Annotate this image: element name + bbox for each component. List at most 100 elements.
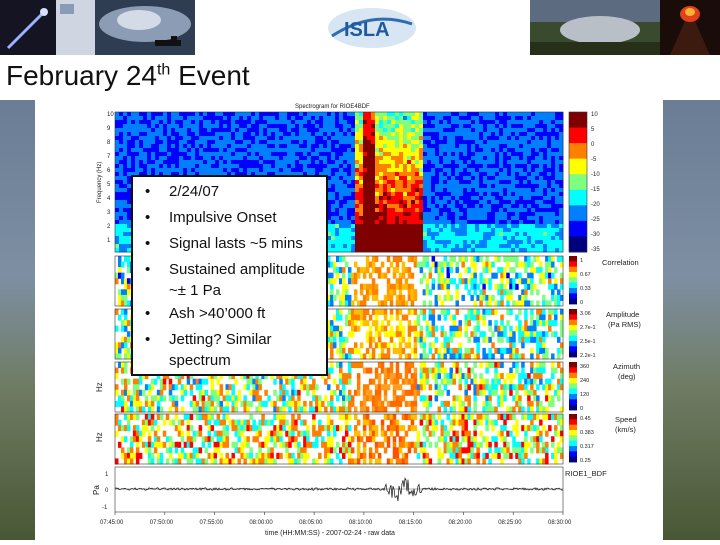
spectrogram-cell bbox=[463, 160, 468, 165]
spectrogram-cell bbox=[215, 152, 220, 157]
spectrogram-cell bbox=[139, 112, 144, 117]
spectrogram-cell bbox=[351, 136, 356, 141]
spectrogram-cell bbox=[483, 248, 488, 253]
spectrogram-cell bbox=[119, 152, 124, 157]
spectrogram-cell bbox=[467, 120, 472, 125]
spectrogram-cell bbox=[523, 208, 528, 213]
panel-cell bbox=[126, 283, 131, 290]
spectrogram-cell bbox=[519, 232, 524, 237]
spectrogram-cell bbox=[431, 236, 436, 241]
spectrogram-cell bbox=[399, 136, 404, 141]
spectrogram-cell bbox=[383, 168, 388, 173]
spectrogram-cell bbox=[531, 136, 536, 141]
spectrogram-cell bbox=[455, 120, 460, 125]
spectrogram-cell bbox=[543, 232, 548, 237]
spectrogram-cell bbox=[347, 244, 352, 249]
panel-cell bbox=[123, 256, 128, 263]
panel-cell bbox=[485, 261, 489, 268]
spectrogram-cell bbox=[551, 172, 556, 177]
spectrogram-cell bbox=[399, 184, 404, 189]
spectrogram-cell bbox=[411, 248, 416, 253]
spectrogram-cell bbox=[399, 240, 404, 245]
spectrogram-cell bbox=[459, 200, 464, 205]
panel-cell bbox=[488, 294, 492, 301]
spectrogram-cell bbox=[423, 168, 428, 173]
spectrogram-cell bbox=[327, 228, 332, 233]
panel-cell bbox=[554, 267, 558, 274]
spectrogram-cell bbox=[299, 168, 304, 173]
spectrogram-cell bbox=[235, 116, 240, 121]
spectrogram-cell bbox=[543, 156, 548, 161]
spectrogram-cell bbox=[499, 116, 504, 121]
spectrogram-cell bbox=[539, 240, 544, 245]
spectrogram-cell bbox=[403, 144, 408, 149]
spectrogram-cell bbox=[555, 148, 560, 153]
spectrogram-cell bbox=[483, 176, 488, 181]
spectrogram-cell bbox=[447, 160, 452, 165]
spectrogram-cell bbox=[471, 132, 476, 137]
spectrogram-cell bbox=[503, 196, 508, 201]
spectrogram-cell bbox=[399, 164, 404, 169]
spectrogram-cell bbox=[331, 116, 336, 121]
spectrogram-cell bbox=[479, 140, 484, 145]
spectrogram-cell bbox=[455, 204, 460, 209]
spectrogram-cell bbox=[383, 184, 388, 189]
spectrogram-cell bbox=[439, 224, 444, 229]
spectrogram-cell bbox=[379, 140, 384, 145]
spectrogram-cell bbox=[427, 168, 432, 173]
spectrogram-cell bbox=[427, 116, 432, 121]
spectrogram-cell bbox=[411, 184, 416, 189]
spectrogram-cell bbox=[535, 232, 540, 237]
spectrogram-cell bbox=[499, 248, 504, 253]
spectrogram-cell bbox=[279, 124, 284, 129]
spectrogram-cell bbox=[343, 120, 348, 125]
panel-cell bbox=[473, 261, 477, 268]
spectrogram-cell bbox=[483, 180, 488, 185]
spectrogram-cell bbox=[419, 112, 424, 117]
spectrogram-cell bbox=[519, 136, 524, 141]
spectrogram-cell bbox=[395, 148, 400, 153]
spectrogram-cell bbox=[259, 156, 264, 161]
spectrogram-cell bbox=[463, 208, 468, 213]
spectrogram-cell bbox=[383, 140, 388, 145]
spectrogram-cell bbox=[531, 168, 536, 173]
spectrogram-cell bbox=[355, 212, 360, 217]
spectrogram-cell bbox=[327, 160, 332, 165]
spectrogram-cell bbox=[335, 120, 340, 125]
spectrogram-cell bbox=[383, 156, 388, 161]
spectrogram-cell bbox=[539, 180, 544, 185]
spectrogram-cell bbox=[391, 116, 396, 121]
panel-cell bbox=[333, 261, 337, 268]
panel-cell bbox=[428, 289, 433, 296]
spectrogram-cell bbox=[511, 116, 516, 121]
spectrogram-cell bbox=[455, 228, 460, 233]
panel-cell bbox=[362, 294, 367, 301]
spectrogram-cell bbox=[451, 164, 456, 169]
spectrogram-cell bbox=[379, 148, 384, 153]
spectrogram-cell bbox=[527, 240, 532, 245]
spectrogram-cell bbox=[503, 144, 508, 149]
spectrogram-cell bbox=[403, 224, 408, 229]
spectrogram-cell bbox=[499, 120, 504, 125]
spectrogram-cell bbox=[543, 208, 548, 213]
spectrogram-cell bbox=[283, 164, 288, 169]
spectrogram-cell bbox=[327, 248, 332, 253]
spectrogram-cell bbox=[491, 144, 496, 149]
spectrogram-cell bbox=[327, 236, 332, 241]
spectrogram-cell bbox=[483, 208, 488, 213]
spectrogram-cell bbox=[127, 124, 132, 129]
spectrogram-cell bbox=[243, 168, 248, 173]
spectrogram-cell bbox=[387, 132, 392, 137]
spectrogram-cell bbox=[539, 208, 544, 213]
spectrogram-cell bbox=[119, 156, 124, 161]
spectrogram-cell bbox=[455, 148, 460, 153]
spectrogram-cell bbox=[179, 140, 184, 145]
colorbar-segment bbox=[569, 220, 587, 237]
spectrogram-cell bbox=[279, 120, 284, 125]
spectrogram-cell bbox=[375, 124, 380, 129]
spectrogram-cell bbox=[483, 200, 488, 205]
spectrogram-cell bbox=[255, 144, 260, 149]
spectrogram-cell bbox=[407, 244, 412, 249]
panel-cell bbox=[120, 294, 125, 301]
spectrogram-cell bbox=[215, 124, 220, 129]
